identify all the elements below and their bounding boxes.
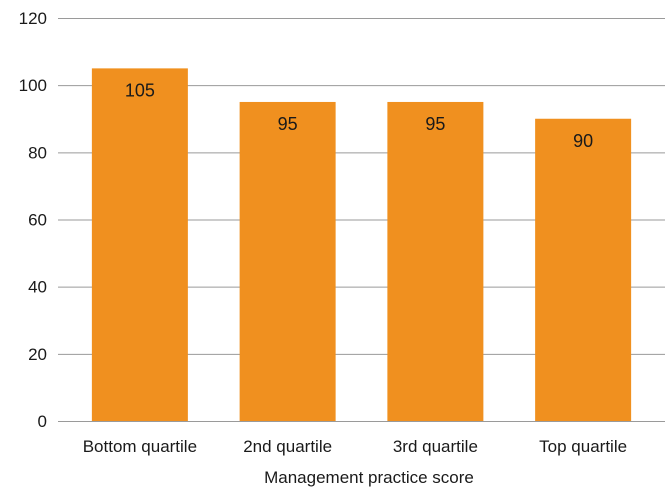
bars	[91, 68, 632, 421]
x-category-label: Bottom quartile	[83, 437, 197, 456]
bar-data-label: 95	[278, 114, 298, 134]
y-tick-label: 120	[19, 9, 47, 28]
bar	[387, 101, 484, 421]
data-labels: 105 95 95 90	[125, 80, 593, 150]
bar-data-label: 90	[573, 131, 593, 151]
y-axis-ticks: 0 20 40 60 80 100 120	[19, 9, 47, 431]
x-axis-title: Management practice score	[264, 468, 474, 487]
y-tick-label: 60	[28, 211, 47, 230]
y-tick-label: 80	[28, 143, 47, 162]
bar	[91, 68, 188, 421]
bar-data-label: 95	[425, 114, 445, 134]
y-tick-label: 20	[28, 345, 47, 364]
bar-data-label: 105	[125, 80, 155, 100]
bar	[535, 118, 632, 421]
x-category-label: 3rd quartile	[393, 437, 478, 456]
y-tick-label: 0	[38, 412, 47, 431]
x-axis-categories: Bottom quartile 2nd quartile 3rd quartile T…	[83, 437, 627, 456]
y-tick-label: 100	[19, 76, 47, 95]
bar	[239, 101, 336, 421]
y-tick-label: 40	[28, 278, 47, 297]
x-category-label: 2nd quartile	[243, 437, 332, 456]
x-category-label: Top quartile	[539, 437, 627, 456]
